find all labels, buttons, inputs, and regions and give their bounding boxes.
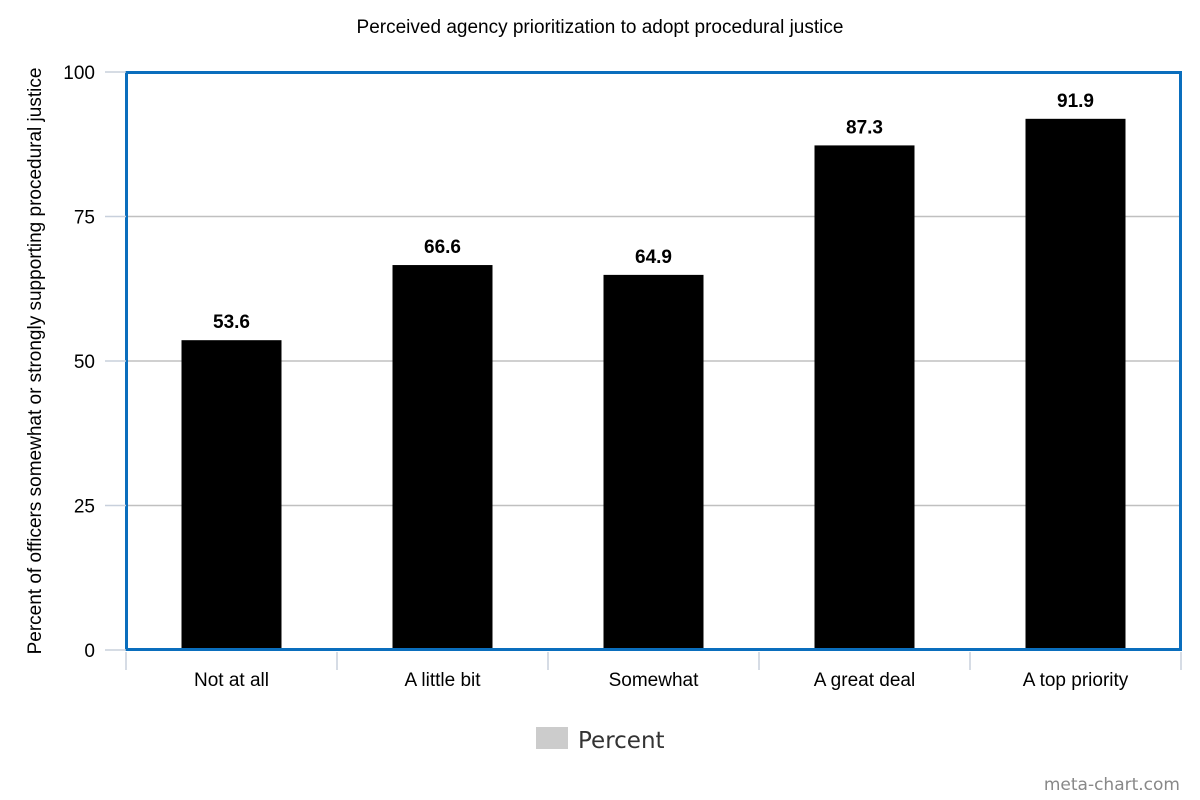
- bar: [1025, 118, 1126, 651]
- y-tick-label: 25: [74, 497, 95, 518]
- y-tick-label: 75: [74, 208, 95, 229]
- x-tick-label: Not at all: [194, 670, 269, 691]
- bar: [392, 265, 493, 650]
- x-tick-label: A top priority: [1023, 670, 1129, 691]
- plot-frame: [125, 71, 1182, 651]
- y-axis-label: Percent of officers somewhat or strongly…: [25, 68, 46, 655]
- data-label: 91.9: [1057, 91, 1094, 112]
- chart-title: Perceived agency prioritization to adopt…: [357, 17, 844, 38]
- bar: [181, 340, 282, 650]
- data-label: 66.6: [424, 237, 461, 258]
- x-tick-label: A little bit: [404, 670, 481, 691]
- data-label: 53.6: [213, 312, 250, 333]
- bar: [814, 145, 915, 650]
- legend[interactable]: Percent: [536, 727, 665, 754]
- x-tick-label: Somewhat: [609, 670, 699, 691]
- legend-label: Percent: [578, 728, 665, 754]
- y-tick-label: 0: [84, 641, 95, 662]
- y-tick-label: 50: [74, 352, 95, 373]
- x-tick-label: A great deal: [814, 670, 915, 691]
- bar: [603, 274, 704, 650]
- credit-text: meta-chart.com: [1044, 775, 1180, 795]
- data-label: 87.3: [846, 117, 883, 138]
- y-tick-label: 100: [63, 63, 95, 84]
- legend-swatch: [536, 727, 568, 749]
- data-label: 64.9: [635, 247, 672, 268]
